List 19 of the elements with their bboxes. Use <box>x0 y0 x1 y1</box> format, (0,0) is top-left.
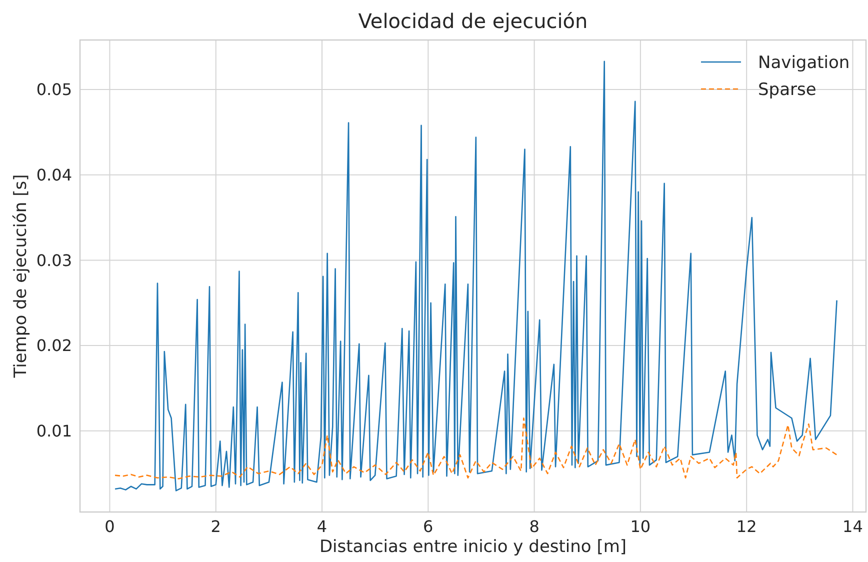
x-tick-label: 0 <box>104 517 115 536</box>
y-tick-label: 0.04 <box>36 165 72 184</box>
x-tick-label: 4 <box>316 517 328 536</box>
x-tick-label: 14 <box>842 517 863 536</box>
y-tick-label: 0.01 <box>36 422 72 441</box>
x-tick-label: 6 <box>423 517 434 536</box>
y-axis-title: Tiempo de ejecución [s] <box>11 174 31 379</box>
x-axis-title: Distancias entre inicio y destino [m] <box>319 537 627 557</box>
legend-label: Sparse <box>758 80 816 100</box>
x-tick-label: 2 <box>210 517 221 536</box>
legend-label: Navigation <box>758 52 850 73</box>
y-tick-label: 0.02 <box>36 336 72 356</box>
chart-title: Velocidad de ejecución <box>358 9 588 33</box>
x-tick-label: 12 <box>736 517 757 536</box>
y-tick-label: 0.05 <box>36 80 72 100</box>
line-series <box>114 417 838 480</box>
y-tick-label: 0.03 <box>36 250 72 270</box>
x-tick-label: 10 <box>630 517 651 536</box>
x-tick-label: 8 <box>529 517 540 536</box>
